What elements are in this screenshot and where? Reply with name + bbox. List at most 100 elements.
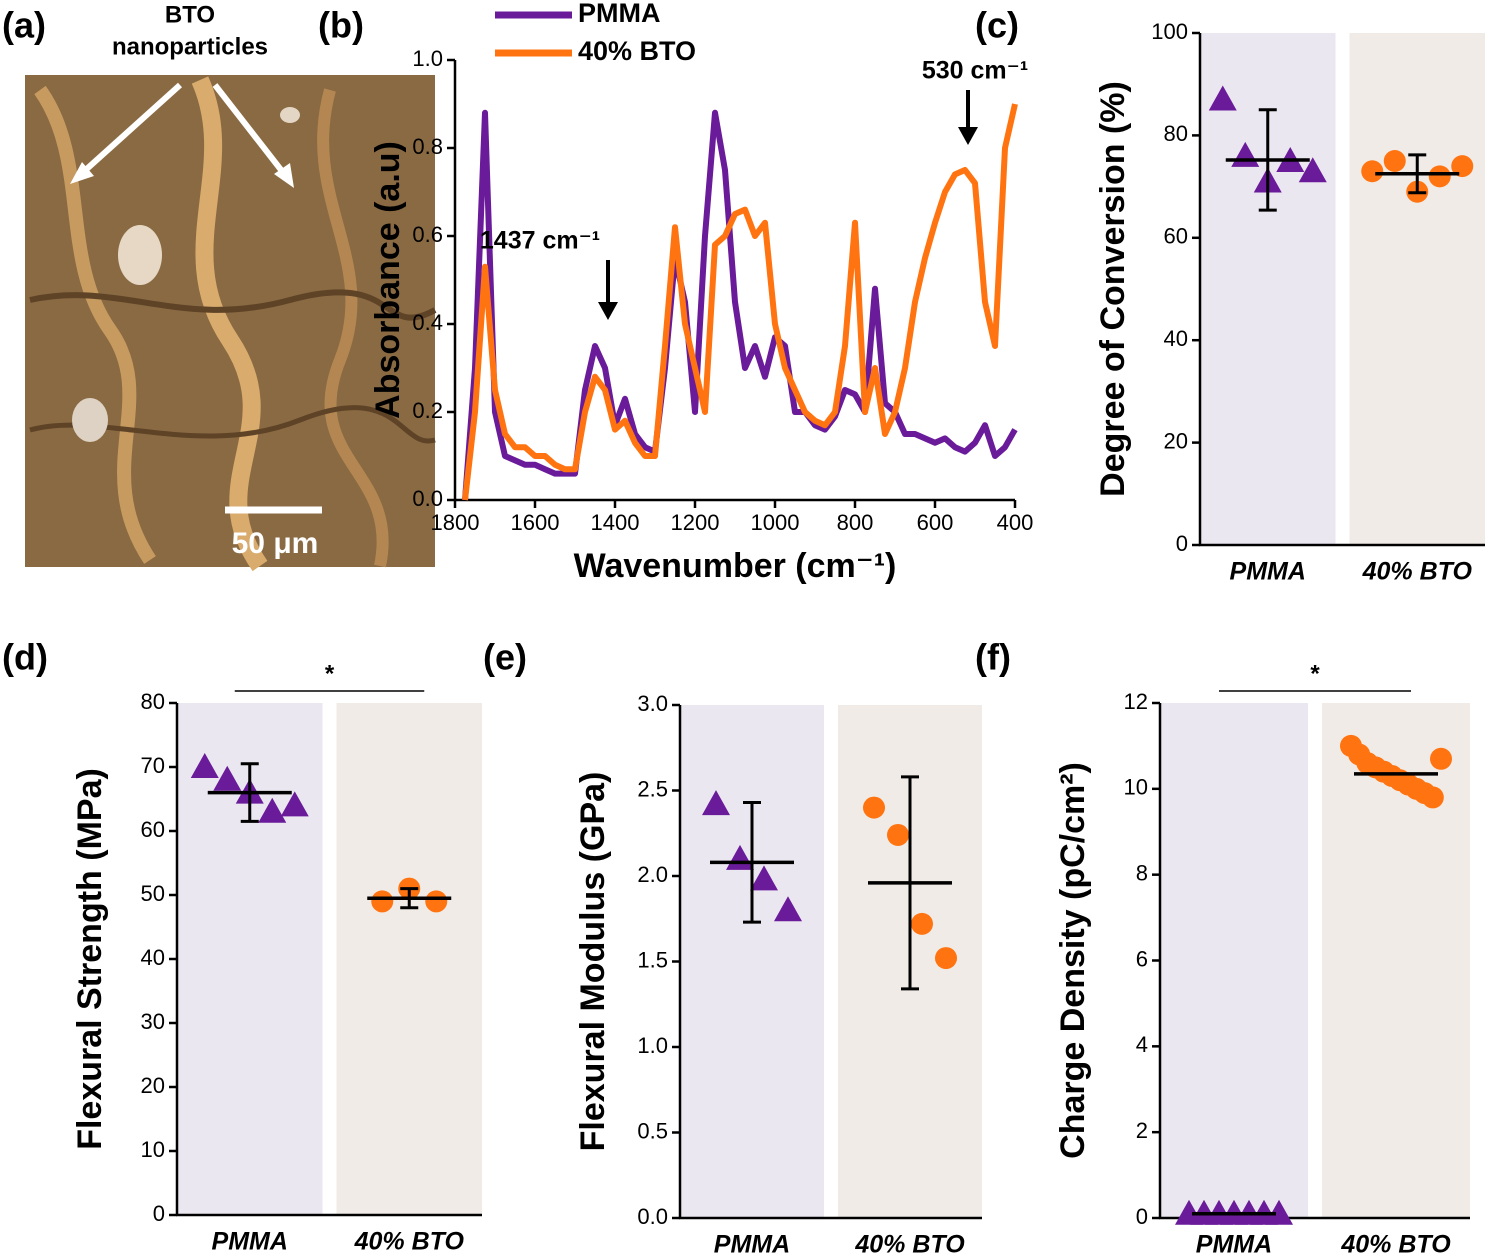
legend-label: PMMA [578, 0, 661, 28]
annotation-arrow-head [958, 127, 978, 145]
y-tick-label: 50 [141, 881, 165, 906]
y-tick-label: 20 [141, 1073, 165, 1098]
y-tick-label: 70 [141, 753, 165, 778]
group-background [680, 705, 824, 1218]
y-axis-title: Flexural Strength (MPa) [71, 768, 109, 1150]
x-tick-label: 1400 [591, 510, 640, 535]
y-tick-label: 0.8 [412, 134, 443, 159]
x-tick-label: 1800 [431, 510, 480, 535]
arrow-head [274, 163, 294, 188]
x-tick-label: 1200 [671, 510, 720, 535]
data-point [1383, 150, 1406, 172]
y-tick-label: 0 [1176, 531, 1188, 556]
image-texture [118, 225, 162, 285]
y-axis-title: Absorbance (a.u) [369, 141, 407, 419]
y-tick-label: 12 [1124, 689, 1148, 714]
scale-bar-label: 50 μm [232, 527, 319, 560]
arrow [77, 82, 183, 178]
y-tick-label: 0.6 [412, 222, 443, 247]
x-tick-label: 800 [837, 510, 874, 535]
y-tick-label: 0.4 [412, 310, 443, 335]
y-tick-label: 2.0 [637, 862, 668, 887]
y-tick-label: 8 [1136, 860, 1148, 885]
image-texture [280, 107, 300, 123]
y-tick-label: 3.0 [637, 691, 668, 716]
series-line [462, 109, 1018, 501]
data-point [1428, 165, 1451, 188]
data-point [935, 947, 957, 970]
y-axis-title: Degree of Conversion (%) [1094, 81, 1132, 497]
y-tick-label: 0.0 [412, 486, 443, 511]
group-background [336, 703, 482, 1215]
data-point [911, 912, 933, 935]
x-tick-label: 40% BTO [1362, 558, 1473, 586]
x-tick-label: 1000 [751, 510, 800, 535]
data-point [863, 796, 885, 819]
data-point [258, 797, 287, 823]
data-point [425, 890, 448, 913]
y-tick-label: 10 [141, 1137, 165, 1162]
x-tick-label: 400 [997, 510, 1034, 535]
y-axis-title: Flexural Modulus (GPa) [574, 772, 612, 1152]
x-tick-label: PMMA [1196, 1231, 1272, 1256]
y-tick-label: 4 [1136, 1032, 1148, 1057]
image-texture [317, 88, 389, 568]
annotation-arrow-head [598, 302, 618, 320]
panel-label: (c) [975, 5, 1019, 46]
x-tick-label: 40% BTO [854, 1231, 965, 1256]
y-tick-label: 0 [153, 1201, 165, 1226]
significance-label: * [325, 660, 335, 687]
panel-label: (d) [2, 637, 48, 678]
data-point [213, 765, 242, 791]
significance-label: * [1310, 660, 1320, 687]
x-tick-label: 40% BTO [354, 1228, 465, 1256]
y-tick-label: 1.0 [637, 1033, 668, 1058]
x-tick-label: 40% BTO [1340, 1231, 1451, 1256]
y-axis-title: Charge Density (pC/cm²) [1054, 762, 1092, 1159]
data-point [371, 890, 394, 913]
data-point [1361, 160, 1384, 183]
group-background [1160, 703, 1308, 1218]
image-texture [191, 76, 268, 572]
y-tick-label: 20 [1164, 428, 1188, 453]
x-tick-label: PMMA [1230, 558, 1306, 586]
panel-label: (e) [483, 637, 527, 678]
x-tick-label: 1600 [511, 510, 560, 535]
y-tick-label: 60 [141, 817, 165, 842]
y-tick-label: 0 [1136, 1204, 1148, 1229]
panel-label: (a) [2, 5, 46, 46]
data-point [1421, 786, 1444, 809]
y-tick-label: 80 [1164, 121, 1188, 146]
y-tick-label: 80 [141, 689, 165, 714]
y-tick-label: 100 [1151, 19, 1188, 44]
y-tick-label: 1.0 [412, 46, 443, 71]
y-tick-label: 6 [1136, 946, 1148, 971]
data-point [1430, 747, 1452, 770]
data-point [1451, 155, 1474, 178]
y-tick-label: 30 [141, 1009, 165, 1034]
x-axis-title: Wavenumber (cm⁻¹) [574, 547, 897, 585]
sem-image [25, 75, 437, 572]
data-point [887, 823, 909, 846]
panel-label: (f) [975, 637, 1011, 678]
annotation: nanoparticles [112, 33, 268, 60]
y-tick-label: 10 [1124, 775, 1148, 800]
data-point [190, 753, 219, 778]
x-tick-label: 600 [917, 510, 954, 535]
y-tick-label: 0.5 [637, 1118, 668, 1143]
y-tick-label: 1.5 [637, 947, 668, 972]
y-tick-label: 40 [1164, 326, 1188, 351]
y-tick-label: 0.0 [637, 1204, 668, 1229]
image-texture [34, 85, 156, 564]
image-texture [72, 398, 108, 442]
y-tick-label: 0.2 [412, 398, 443, 423]
data-point [1265, 1199, 1293, 1225]
data-point [1298, 157, 1327, 183]
data-point [702, 790, 730, 816]
y-tick-label: 60 [1164, 224, 1188, 249]
annotation: BTO [165, 1, 215, 28]
arrow [212, 83, 288, 177]
y-tick-label: 2.5 [637, 776, 668, 801]
x-tick-label: PMMA [714, 1231, 790, 1256]
